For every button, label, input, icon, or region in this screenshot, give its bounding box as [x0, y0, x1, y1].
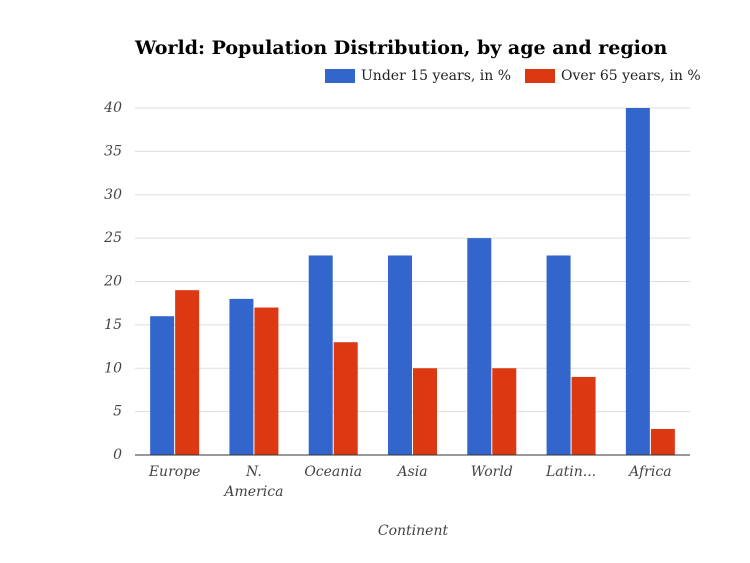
bar — [308, 255, 333, 455]
x-tick-label: Oceania — [304, 464, 362, 480]
bar — [254, 307, 279, 455]
y-tick-label: 20 — [103, 274, 122, 290]
x-tick-label: Latin... — [545, 464, 596, 480]
bar — [388, 255, 412, 455]
legend-swatch — [325, 69, 355, 83]
bar — [571, 376, 596, 455]
x-tick-label: Africa — [627, 464, 671, 480]
bar — [492, 368, 517, 455]
x-axis-label: Continent — [378, 523, 449, 539]
bar — [333, 342, 358, 455]
y-tick-label: 25 — [103, 230, 122, 246]
y-tick-label: 5 — [113, 404, 122, 420]
x-tick-label: Europe — [148, 464, 201, 480]
legend-label: Under 15 years, in % — [361, 68, 511, 84]
y-tick-label: 30 — [104, 187, 122, 203]
x-tick-label: N. America — [222, 464, 283, 500]
bar — [625, 108, 650, 455]
y-tick-label: 35 — [104, 143, 122, 159]
y-tick-label: 0 — [113, 447, 122, 463]
chart-title: World: Population Distribution, by age a… — [134, 37, 668, 59]
legend-label: Over 65 years, in % — [561, 68, 701, 84]
bar — [546, 255, 571, 455]
bar — [650, 428, 675, 455]
bar — [150, 316, 175, 455]
bar — [413, 368, 437, 455]
bar — [467, 238, 492, 455]
y-tick-label: 40 — [103, 100, 122, 116]
x-tick-label: Asia — [395, 464, 427, 480]
bar — [229, 298, 254, 455]
x-tick-label: World — [471, 464, 513, 480]
legend-swatch — [525, 69, 555, 83]
bar — [175, 290, 200, 455]
y-tick-label: 10 — [104, 360, 122, 376]
y-tick-label: 15 — [104, 317, 122, 333]
